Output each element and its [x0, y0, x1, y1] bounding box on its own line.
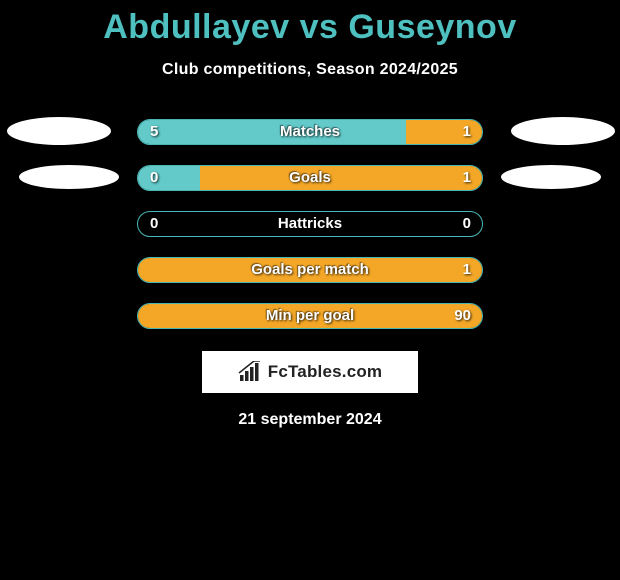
stat-bar-right	[138, 258, 482, 282]
stat-bar-right	[200, 166, 482, 190]
stat-bar-track	[137, 211, 483, 237]
branding-text: FcTables.com	[268, 362, 383, 382]
stat-bar-track	[137, 119, 483, 145]
stat-row: Matches51	[0, 119, 620, 145]
stats-container: Matches51 Goals01 Hattricks00 Goals per mat…	[0, 119, 620, 329]
player-right-oval	[511, 117, 615, 145]
player-left-oval	[19, 165, 119, 189]
branding-box: FcTables.com	[202, 351, 418, 393]
stat-bar-right	[406, 120, 482, 144]
date-text: 21 september 2024	[0, 411, 620, 429]
player-right-oval	[501, 165, 601, 189]
stat-bar-track	[137, 303, 483, 329]
branding-chart-icon	[238, 361, 262, 383]
stat-row: Hattricks00	[0, 211, 620, 237]
page-title: Abdullayev vs Guseynov	[0, 0, 620, 47]
stat-bar-left	[138, 120, 406, 144]
stat-row: Goals01	[0, 165, 620, 191]
stat-bar-track	[137, 257, 483, 283]
stat-row: Min per goal90	[0, 303, 620, 329]
stat-bar-right	[138, 304, 482, 328]
stat-bar-left	[138, 166, 200, 190]
player-left-oval	[7, 117, 111, 145]
stat-bar-track	[137, 165, 483, 191]
stat-row: Goals per match1	[0, 257, 620, 283]
subtitle: Club competitions, Season 2024/2025	[0, 61, 620, 79]
